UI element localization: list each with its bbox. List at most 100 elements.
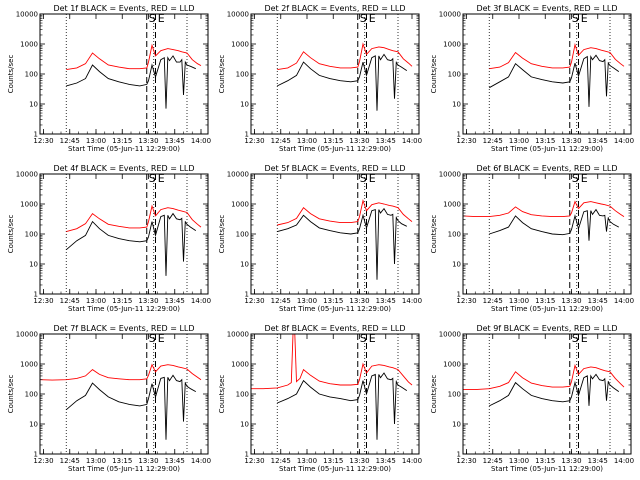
y-tick-label: 1000 xyxy=(20,361,38,369)
series-line-events xyxy=(66,55,196,109)
x-tick-label: 13:30 xyxy=(349,297,369,305)
y-tick-label: 100 xyxy=(236,231,249,239)
x-tick-label: 14:00 xyxy=(614,297,634,305)
series-line-events xyxy=(277,207,407,280)
x-tick-label: 12:30 xyxy=(456,137,476,145)
chart-title: Det 7f BLACK = Events, RED = LLD xyxy=(53,324,194,333)
series-line-lld xyxy=(66,43,202,71)
end-marker-label: E xyxy=(581,172,588,185)
y-axis-label: Counts/sec xyxy=(218,55,226,94)
y-tick-label: 10000 xyxy=(16,331,38,339)
x-tick-label: 13:15 xyxy=(323,457,343,465)
y-tick-label: 100 xyxy=(236,391,249,399)
start-marker-label: S xyxy=(360,12,367,25)
chart-title: Det 6f BLACK = Events, RED = LLD xyxy=(476,164,617,173)
y-axis-label: Counts/sec xyxy=(7,55,15,94)
x-tick-label: 14:00 xyxy=(191,457,211,465)
y-tick-label: 1000 xyxy=(443,201,461,209)
series-line-lld xyxy=(251,334,413,390)
x-tick-label: 13:15 xyxy=(112,297,132,305)
x-tick-label: 13:15 xyxy=(323,137,343,145)
chart-title: Det 2f BLACK = Events, RED = LLD xyxy=(264,4,405,13)
y-tick-label: 1 xyxy=(34,291,38,299)
y-tick-label: 10 xyxy=(452,261,461,269)
y-tick-label: 1000 xyxy=(231,361,249,369)
x-tick-label: 13:00 xyxy=(509,137,529,145)
series-line-lld xyxy=(277,42,413,71)
chart-title: Det 1f BLACK = Events, RED = LLD xyxy=(53,4,194,13)
end-marker-label: E xyxy=(158,332,165,345)
series-line-events xyxy=(489,54,620,107)
y-tick-label: 10000 xyxy=(16,171,38,179)
series-line-lld xyxy=(463,363,625,391)
y-axis-label: Counts/sec xyxy=(7,215,15,254)
y-tick-label: 10 xyxy=(29,101,38,109)
x-tick-label: 13:15 xyxy=(112,457,132,465)
x-axis-label: Start Time (05-Jun-11 12:29:00) xyxy=(491,465,603,473)
x-axis-label: Start Time (05-Jun-11 12:29:00) xyxy=(68,305,180,313)
start-marker-label: S xyxy=(572,332,579,345)
x-tick-label: 14:00 xyxy=(402,457,422,465)
series-line-lld xyxy=(463,200,625,218)
x-tick-label: 13:15 xyxy=(323,297,343,305)
y-tick-label: 1 xyxy=(245,131,249,139)
y-axis-label: Counts/sec xyxy=(430,55,438,94)
y-axis-label: Counts/sec xyxy=(218,375,226,414)
x-tick-label: 14:00 xyxy=(402,297,422,305)
y-tick-label: 1000 xyxy=(231,41,249,49)
x-axis-label: Start Time (05-Jun-11 12:29:00) xyxy=(279,465,391,473)
x-tick-label: 13:00 xyxy=(297,297,317,305)
x-tick-label: 13:30 xyxy=(561,297,581,305)
x-tick-label: 13:45 xyxy=(165,297,185,305)
y-tick-label: 100 xyxy=(25,231,38,239)
x-tick-label: 12:45 xyxy=(60,457,80,465)
series-line-events xyxy=(277,372,408,440)
series-line-events xyxy=(489,373,620,407)
y-tick-label: 10 xyxy=(29,421,38,429)
x-tick-label: 13:45 xyxy=(588,137,608,145)
y-tick-label: 1000 xyxy=(443,361,461,369)
x-tick-label: 12:30 xyxy=(244,457,264,465)
y-tick-label: 100 xyxy=(448,71,461,79)
y-tick-label: 10 xyxy=(240,421,249,429)
x-tick-label: 14:00 xyxy=(614,457,634,465)
x-tick-label: 13:00 xyxy=(297,457,317,465)
end-marker-label: E xyxy=(581,12,588,25)
x-tick-label: 13:30 xyxy=(349,137,369,145)
series-line-lld xyxy=(277,198,413,226)
y-tick-label: 10000 xyxy=(439,171,461,179)
end-marker-label: E xyxy=(369,332,376,345)
x-tick-label: 13:30 xyxy=(561,137,581,145)
x-tick-label: 12:30 xyxy=(244,297,264,305)
y-tick-label: 10 xyxy=(240,101,249,109)
chart-title: Det 3f BLACK = Events, RED = LLD xyxy=(476,4,617,13)
x-tick-label: 12:30 xyxy=(33,297,53,305)
x-tick-label: 13:30 xyxy=(561,457,581,465)
y-axis-label: Counts/sec xyxy=(218,215,226,254)
series-line-events xyxy=(66,212,197,276)
y-tick-label: 100 xyxy=(236,71,249,79)
end-marker-label: E xyxy=(158,12,165,25)
y-tick-label: 10 xyxy=(29,261,38,269)
x-tick-label: 13:15 xyxy=(112,137,132,145)
end-marker-label: E xyxy=(581,332,588,345)
end-marker-label: E xyxy=(369,172,376,185)
start-marker-label: S xyxy=(149,172,156,185)
x-tick-label: 12:45 xyxy=(483,457,503,465)
start-marker-label: S xyxy=(360,172,367,185)
start-marker-label: S xyxy=(149,332,156,345)
start-marker-label: S xyxy=(572,12,579,25)
series-line-lld xyxy=(489,42,625,70)
x-tick-label: 12:30 xyxy=(244,137,264,145)
x-tick-label: 13:15 xyxy=(535,137,555,145)
y-tick-label: 100 xyxy=(25,391,38,399)
x-tick-label: 13:30 xyxy=(138,297,158,305)
x-tick-label: 14:00 xyxy=(614,137,634,145)
x-axis-label: Start Time (05-Jun-11 12:29:00) xyxy=(279,305,391,313)
